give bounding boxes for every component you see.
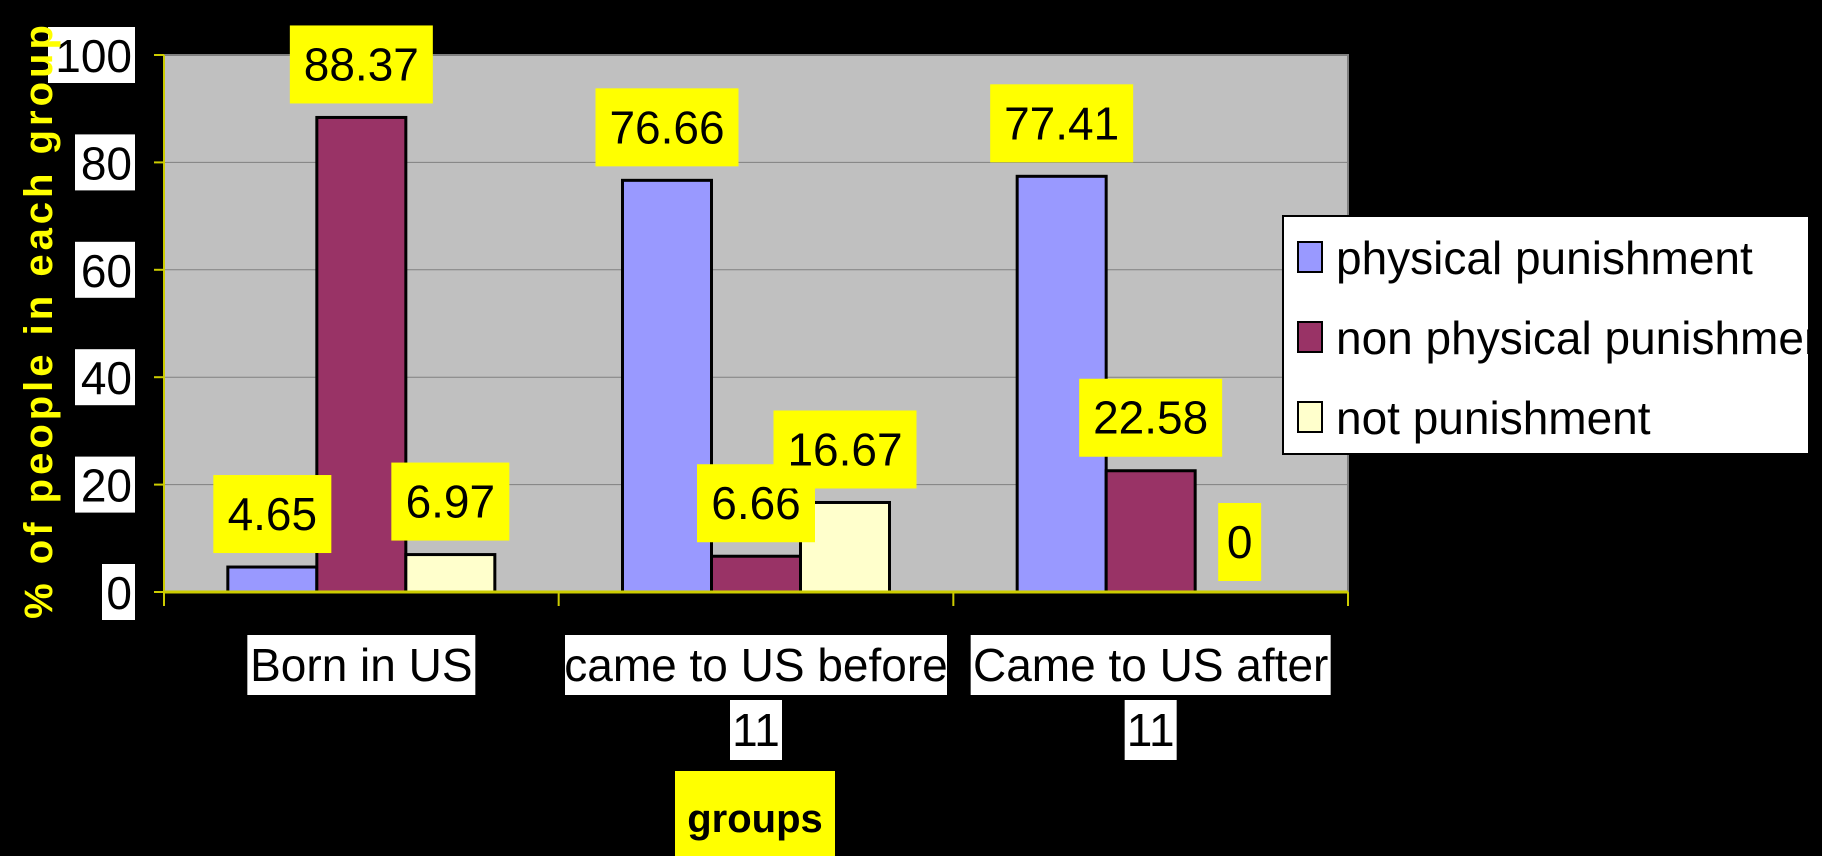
category-label-bg [730, 700, 782, 760]
data-label-bg [289, 25, 433, 104]
legend-swatch [1297, 241, 1323, 273]
data-label-bg [990, 84, 1134, 163]
data-label: 6.97 [406, 476, 496, 528]
bar [404, 553, 497, 594]
x-axis-title-bg [675, 771, 835, 856]
x-axis-title-text: groups [687, 797, 823, 841]
bar [226, 565, 319, 594]
y-tick-label: 20 [81, 460, 132, 512]
category-label: 11 [1127, 704, 1175, 756]
y-tick-label: 80 [81, 137, 132, 189]
y-tick-label: 60 [81, 245, 132, 297]
y-axis-title-text: % of people in each group [17, 21, 61, 619]
y-axis-title: % of people in each group [17, 21, 61, 619]
y-tick-bg [75, 241, 135, 298]
bar [710, 554, 802, 594]
data-label: 77.41 [1004, 97, 1119, 149]
y-tick-bg [75, 349, 135, 406]
y-tick-label: 100 [55, 30, 132, 82]
legend: physical punishment non physical punishme… [1282, 215, 1822, 455]
bar [1104, 469, 1197, 594]
y-tick-label: 0 [106, 567, 132, 619]
legend-label: non physical punishment [1336, 312, 1822, 364]
y-tick-labels: 0 20 40 60 80 100 [48, 27, 135, 620]
data-label: 22.58 [1093, 392, 1208, 444]
data-label: 16.67 [787, 423, 902, 475]
data-label: 0 [1227, 516, 1253, 568]
category-label-bg [247, 635, 476, 695]
legend-box [1282, 215, 1810, 455]
legend-label: not punishment [1336, 392, 1651, 444]
legend-swatch [1297, 321, 1323, 353]
legend-label: physical punishment [1336, 232, 1753, 284]
data-label: 76.66 [609, 101, 724, 153]
bar [315, 115, 408, 594]
x-axis-title: groups [675, 771, 835, 856]
category-label: came to US before [564, 639, 948, 691]
y-tick-bg [75, 134, 135, 191]
category-label: Born in US [250, 639, 472, 691]
data-label-bg [1079, 378, 1223, 457]
data-label-bg [1218, 503, 1262, 581]
y-tick-bg [75, 456, 135, 513]
y-tick-bg [102, 564, 135, 620]
category-label-bg [970, 635, 1331, 695]
category-label-bg [565, 635, 947, 695]
y-tick-label: 40 [81, 352, 132, 404]
data-label-bg [773, 410, 917, 489]
category-label: 11 [732, 704, 780, 756]
legend-swatch [1297, 401, 1323, 433]
category-label: Came to US after [973, 639, 1328, 691]
data-label: 88.37 [304, 38, 419, 90]
x-category-labels: Born in US came to US before 11 Came to US … [247, 635, 1331, 760]
bar [621, 178, 713, 594]
bar [799, 500, 891, 594]
data-label-bg [595, 88, 739, 167]
data-label-bg [213, 475, 332, 554]
category-label-bg [1124, 700, 1177, 760]
y-tick-bg [48, 27, 135, 83]
data-label: 4.65 [228, 488, 318, 540]
axes-group [154, 54, 1349, 606]
data-label-bg [391, 462, 510, 541]
